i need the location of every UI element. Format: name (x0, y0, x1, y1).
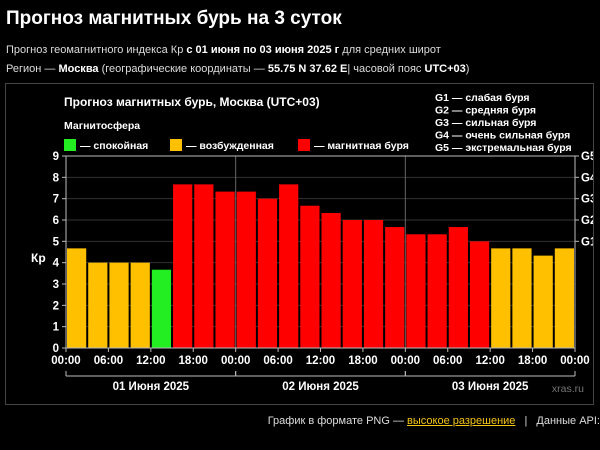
g-tick-label: G2 (581, 215, 593, 227)
y-tick-label: 3 (53, 279, 59, 291)
kp-bars (67, 184, 574, 348)
description-suffix: для средних широт (342, 44, 441, 56)
closing-paren: ) (465, 63, 470, 75)
legend-label: — возбужденная (186, 140, 274, 152)
g-tick-label: G3 (581, 194, 593, 206)
y-tick-label: 1 (53, 322, 60, 334)
legend-label: — магнитная буря (314, 140, 409, 152)
kp-bar (300, 205, 320, 348)
footer-separator: | (524, 415, 528, 427)
y-tick-label: 4 (53, 258, 60, 270)
coords-prefix: (географические координаты — (101, 63, 265, 75)
kp-bar (109, 262, 129, 348)
kp-bar (363, 220, 384, 348)
timezone-prefix: | часовой пояс (347, 63, 422, 75)
g-tick-label: G1 (581, 236, 593, 248)
y-tick-label: 0 (53, 343, 59, 355)
storm-level-item: G2 — средняя буря (435, 105, 536, 117)
footer: График в формате PNG — высокое разрешени… (268, 415, 600, 427)
y-tick-label: 6 (53, 215, 59, 227)
y-tick-label: 2 (53, 300, 59, 312)
kp-bar (151, 269, 172, 348)
storm-level-item: G1 — слабая буря (435, 92, 530, 104)
kp-bar (554, 248, 574, 348)
y-tick-label: 7 (53, 194, 59, 206)
day-label: 01 Июня 2025 (113, 381, 190, 393)
chart-title: Прогноз магнитных бурь, Москва (UTC+03) (64, 95, 320, 109)
legend-swatch (64, 139, 76, 151)
date-range: с 01 июня по 03 июня 2025 г (186, 44, 340, 56)
kp-bar (194, 184, 214, 348)
kp-bar (406, 234, 426, 348)
x-tick-label: 12:00 (136, 355, 165, 367)
x-tick-label: 06:00 (263, 355, 292, 367)
magnetosphere-legend: — спокойная — возбужденная — магнитная бур… (64, 139, 409, 152)
day-label: 03 Июня 2025 (452, 381, 529, 393)
x-tick-label: 18:00 (348, 355, 377, 367)
day-label: 02 Июня 2025 (282, 381, 359, 393)
kp-bar (279, 184, 299, 348)
x-tick-label: 18:00 (518, 355, 547, 367)
kp-bar (385, 227, 405, 348)
api-label: Данные API: (536, 415, 600, 427)
legend-title: Магнитосфера (64, 120, 140, 132)
g-tick-label: G4 (581, 172, 593, 184)
g-tick-label: G5 (581, 151, 593, 163)
kp-bar (236, 191, 256, 348)
x-tick-label: 00:00 (51, 355, 80, 367)
kp-chart: Прогноз магнитных бурь, Москва (UTC+03) … (31, 92, 597, 395)
kp-bar (427, 234, 447, 348)
storm-level-item: G4 — очень сильная буря (435, 130, 570, 142)
kp-bar (512, 248, 532, 348)
kp-bar (215, 191, 235, 348)
kp-bar (67, 248, 87, 348)
legend-swatch (298, 139, 310, 151)
y-tick-label: 5 (53, 236, 60, 248)
kp-bar (342, 220, 362, 348)
page-title: Прогноз магнитных бурь на 3 суток (6, 8, 342, 29)
forecast-description: Прогноз геомагнитного индекса Кр с 01 ию… (6, 44, 441, 56)
description-prefix: Прогноз геомагнитного индекса Кр (6, 44, 184, 56)
region-prefix: Регион — (6, 63, 56, 75)
x-tick-label: 00:00 (560, 355, 589, 367)
kp-bar (257, 198, 278, 348)
storm-level-item: G5 — экстремальная буря (435, 142, 572, 154)
region-info: Регион — Москва (географические координа… (6, 63, 469, 75)
x-tick-label: 00:00 (391, 355, 420, 367)
kp-bar (321, 212, 341, 348)
x-tick-label: 12:00 (475, 355, 504, 367)
legend-label: — спокойная (80, 140, 148, 152)
y-tick-label: 8 (53, 172, 60, 184)
watermark: xras.ru (552, 383, 584, 395)
x-tick-label: 18:00 (179, 355, 208, 367)
kp-bar (448, 227, 468, 348)
y-tick-label: 9 (53, 151, 59, 163)
chart-panel: Прогноз магнитных бурь, Москва (UTC+03) … (5, 83, 597, 405)
kp-bar (469, 241, 490, 348)
region-name: Москва (58, 63, 99, 75)
x-tick-label: 00:00 (221, 355, 250, 367)
chart-axes: 0 1 2 3 4 5 6 7 8 9 G1 G2 G3 G4 G5 00:00 06:00 12:00 18:00… (51, 151, 597, 393)
legend-swatch (170, 139, 182, 151)
kp-bar (173, 184, 193, 348)
kp-bar (533, 255, 553, 348)
x-tick-label: 06:00 (433, 355, 462, 367)
y-axis-label: Кр (31, 251, 46, 265)
x-tick-label: 06:00 (94, 355, 123, 367)
footer-prefix: График в формате PNG — (267, 415, 404, 427)
x-tick-label: 12:00 (306, 355, 335, 367)
region-coords: 55.75 N 37.62 E (267, 63, 348, 75)
kp-bar (491, 248, 511, 348)
kp-bar (88, 262, 108, 348)
storm-level-item: G3 — сильная буря (435, 117, 536, 129)
high-resolution-link[interactable]: высокое разрешение (407, 415, 516, 427)
kp-bar (130, 262, 150, 348)
timezone-value: UTC+03 (424, 63, 466, 75)
